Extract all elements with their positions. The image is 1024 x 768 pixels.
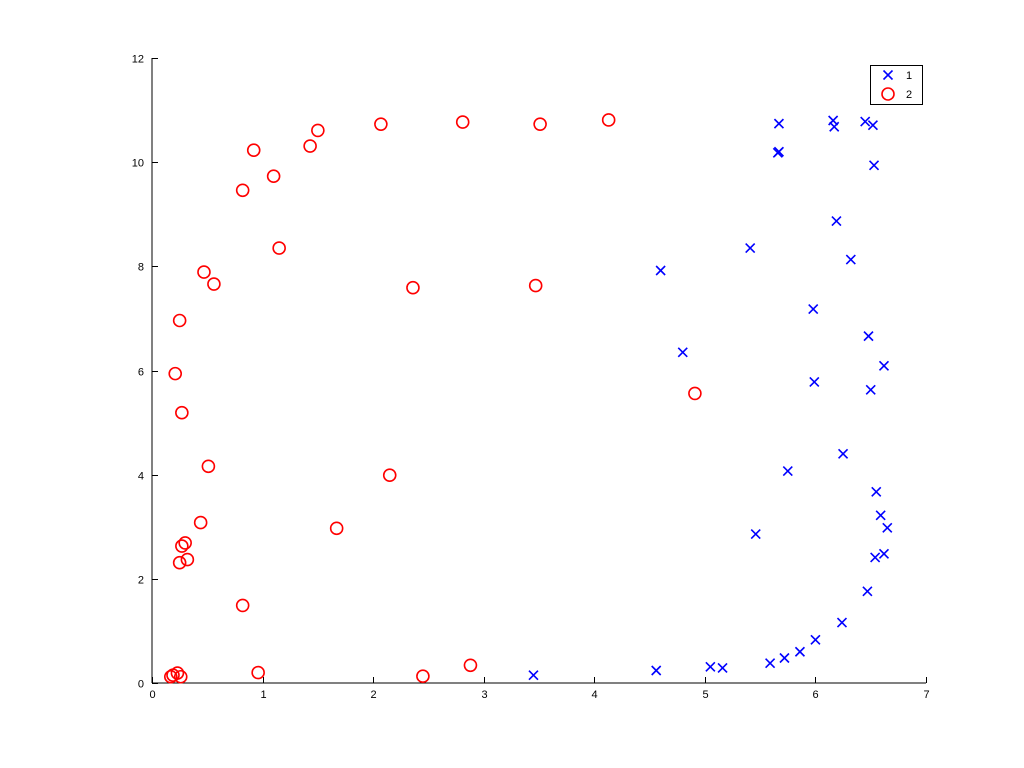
point-series-2 <box>272 241 286 255</box>
point-series-2 <box>416 669 430 684</box>
y-tick-label: 4 <box>138 471 144 483</box>
point-series-2 <box>455 115 470 129</box>
point-series-1 <box>870 552 881 563</box>
point-series-2 <box>207 277 221 291</box>
point-series-1 <box>878 360 890 371</box>
point-series-1 <box>871 486 882 497</box>
point-series-1 <box>829 121 840 132</box>
y-tick-label: 2 <box>138 575 144 587</box>
point-series-1 <box>865 384 876 395</box>
point-series-1 <box>773 118 785 129</box>
point-series-1 <box>717 662 728 673</box>
point-series-1 <box>528 670 539 681</box>
point-series-1 <box>882 522 893 533</box>
point-series-1 <box>867 120 878 131</box>
point-series-1 <box>705 661 716 672</box>
point-series-1 <box>863 331 874 342</box>
point-series-1 <box>808 303 819 315</box>
point-series-2 <box>178 536 192 550</box>
x-tick-label: 7 <box>923 689 929 701</box>
point-series-2 <box>311 123 325 138</box>
point-series-1 <box>810 634 821 645</box>
point-series-1 <box>868 160 880 171</box>
point-series-1 <box>845 254 856 265</box>
point-series-1 <box>745 243 756 254</box>
point-series-2 <box>235 183 250 198</box>
point-series-1 <box>836 617 848 628</box>
legend-marker-2 <box>881 87 895 101</box>
point-series-1 <box>831 215 842 227</box>
point-series-1 <box>655 265 666 276</box>
point-series-2 <box>170 666 185 680</box>
point-series-1 <box>809 376 820 388</box>
y-tick-label: 0 <box>138 679 144 691</box>
point-series-2 <box>175 539 189 553</box>
point-series-2 <box>463 658 478 673</box>
point-series-2 <box>303 139 317 153</box>
point-series-2 <box>382 468 397 482</box>
legend-marker-1 <box>882 69 894 81</box>
point-series-2 <box>406 280 420 295</box>
point-series-2 <box>172 313 187 328</box>
point-series-2 <box>173 669 188 684</box>
legend-box <box>870 65 923 105</box>
y-tick-label: 12 <box>132 54 144 66</box>
point-series-2 <box>193 515 208 530</box>
point-series-2 <box>688 386 702 401</box>
point-series-1 <box>878 548 890 559</box>
point-series-1 <box>875 510 886 521</box>
point-series-2 <box>251 665 265 680</box>
y-tick-label: 10 <box>132 158 144 170</box>
point-series-1 <box>862 586 873 597</box>
point-series-1 <box>782 465 793 477</box>
point-series-2 <box>528 278 543 293</box>
point-series-1 <box>765 658 776 669</box>
point-series-2 <box>246 143 261 157</box>
point-series-2 <box>266 169 281 184</box>
point-series-2 <box>374 117 388 131</box>
point-series-2 <box>172 555 187 570</box>
x-tick-label: 0 <box>149 689 155 701</box>
data-points <box>163 113 893 684</box>
point-series-1 <box>677 347 688 358</box>
point-series-2 <box>329 521 344 536</box>
point-series-2 <box>168 366 183 381</box>
x-tick-label: 4 <box>591 689 597 701</box>
point-series-1 <box>779 652 790 664</box>
point-series-1 <box>773 146 785 157</box>
x-tick-label: 6 <box>812 689 818 701</box>
point-series-1 <box>860 116 871 127</box>
x-tick-label: 5 <box>702 689 708 701</box>
point-series-2 <box>235 598 250 613</box>
point-series-2 <box>201 459 216 474</box>
legend: 12 <box>870 65 923 105</box>
point-series-1 <box>794 646 806 657</box>
point-series-2 <box>601 113 616 127</box>
x-tick-label: 2 <box>370 689 376 701</box>
point-series-2 <box>163 669 178 684</box>
point-series-2 <box>180 552 195 567</box>
x-tick-label: 1 <box>260 689 266 701</box>
point-series-2 <box>175 405 189 420</box>
point-series-1 <box>838 448 849 459</box>
legend-label-2: 2 <box>906 89 912 101</box>
x-tick-label: 3 <box>481 689 487 701</box>
point-series-2 <box>197 265 211 279</box>
y-tick-label: 8 <box>138 262 144 274</box>
y-tick-label: 6 <box>138 367 144 379</box>
legend-label-1: 1 <box>906 70 912 82</box>
point-series-1 <box>750 528 761 540</box>
point-series-1 <box>651 665 662 676</box>
point-series-2 <box>533 117 547 131</box>
